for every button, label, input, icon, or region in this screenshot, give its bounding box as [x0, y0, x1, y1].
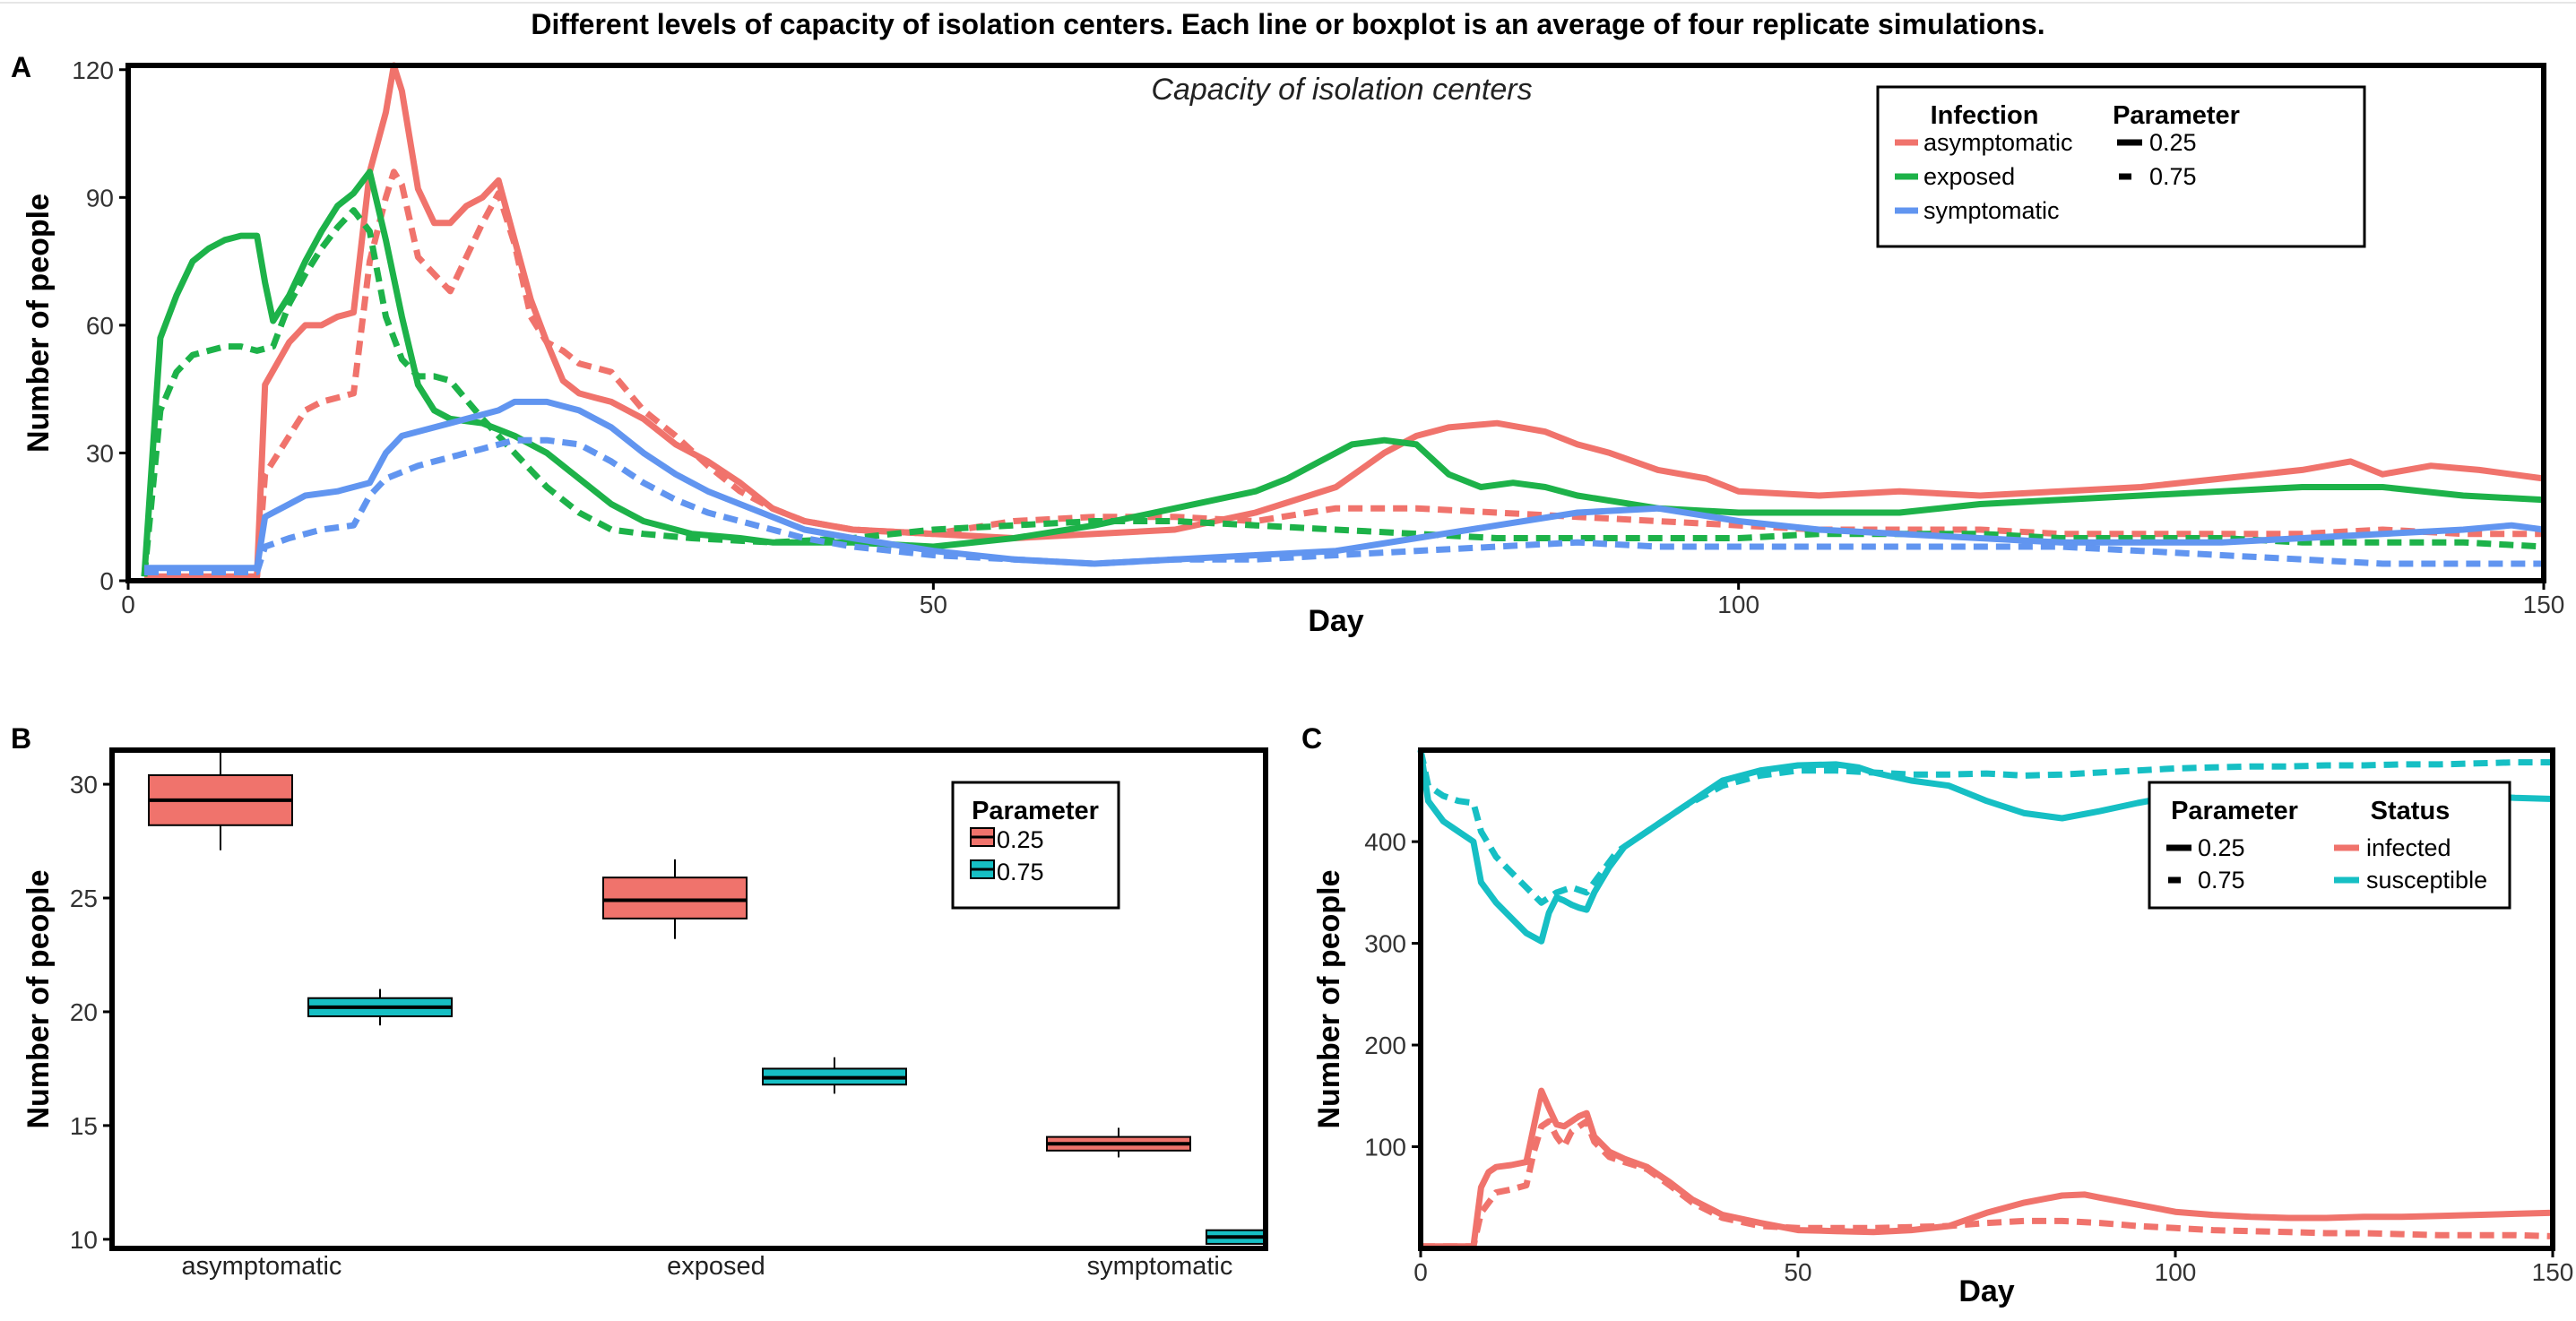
- series-line-symptomatic-075: [144, 436, 2544, 575]
- x-tick-label: 50: [1784, 1258, 1811, 1286]
- legend-label-parameter: 0.75: [2198, 867, 2245, 894]
- plot-frame: [1418, 747, 2555, 1251]
- x-tick-label: 150: [2532, 1258, 2574, 1286]
- legend-label-parameter: 0.25: [2198, 834, 2245, 861]
- y-tick-label: 300: [1364, 930, 1406, 958]
- legend-title-infection: Infection: [1931, 101, 2039, 130]
- panel-label-a: A: [11, 51, 31, 83]
- x-tick-label: symptomatic: [1087, 1252, 1233, 1281]
- legend-box: [1876, 85, 2366, 248]
- legend-label-asymptomatic: asymptomatic: [1923, 129, 2073, 156]
- legend-label-parameter: 0.75: [997, 859, 1044, 885]
- panel-a: 0 50 100 150 0 30 60 90 120 Day Number of people Ca…: [22, 56, 2564, 638]
- y-tick-label: 10: [70, 1226, 98, 1254]
- y-axis-label: Number of people: [1312, 869, 1346, 1128]
- legend-label-parameter: 0.25: [2149, 129, 2197, 156]
- legend-label-parameter: 0.75: [2149, 163, 2197, 190]
- box-exposed-025: [602, 876, 748, 920]
- panel-label-c: C: [1301, 722, 1322, 755]
- legend-title-parameter: Parameter: [2171, 797, 2298, 825]
- y-axis-label: Number of people: [22, 869, 56, 1128]
- y-tick-label: 100: [1364, 1134, 1406, 1161]
- y-tick-label: 200: [1364, 1032, 1406, 1059]
- y-tick-label: 0: [99, 567, 114, 595]
- legend-title-status: Status: [2371, 797, 2451, 825]
- x-tick-label: 0: [1413, 1258, 1428, 1286]
- y-tick-label: 400: [1364, 828, 1406, 856]
- y-tick-label: 20: [70, 998, 98, 1026]
- series-line-susceptible-075: [1417, 749, 2553, 906]
- series-line-infected-025: [1421, 1087, 2554, 1250]
- x-tick-label: 50: [920, 591, 947, 618]
- legend-label-infected: infected: [2366, 834, 2451, 861]
- series-line-symptomatic-025: [144, 398, 2545, 572]
- legend-label-symptomatic: symptomatic: [1923, 197, 2060, 224]
- panel-c: 0 50 100 150 100 200 300 400 Day Number of people…: [1312, 747, 2574, 1308]
- legend-title-parameter: Parameter: [972, 797, 1099, 825]
- chart-title: Capacity of isolation centers: [1151, 73, 1532, 107]
- y-tick-label: 30: [86, 439, 114, 467]
- x-tick-label: 100: [2155, 1258, 2197, 1286]
- x-tick-label: 0: [121, 591, 135, 618]
- figure-title: Different levels of capacity of isolatio…: [531, 8, 2044, 40]
- legend-title-parameter: Parameter: [2113, 101, 2240, 130]
- y-tick-label: 90: [86, 184, 114, 212]
- x-tick-label: 150: [2523, 591, 2565, 618]
- x-tick-label: 100: [1717, 591, 1759, 618]
- legend-label-exposed: exposed: [1923, 163, 2015, 190]
- series-line-infected-075: [1421, 1118, 2554, 1250]
- legend-box: [2148, 781, 2511, 910]
- plot-frame: [125, 63, 2546, 583]
- x-tick-label: asymptomatic: [182, 1252, 342, 1281]
- y-axis-label: Number of people: [22, 194, 56, 453]
- panel-b: 10 15 20 25 30 asymptomatic exposed symptomatic…: [22, 747, 1268, 1281]
- plot-frame: [109, 747, 1268, 1251]
- y-tick-label: 15: [70, 1112, 98, 1140]
- legend-label-susceptible: susceptible: [2366, 867, 2487, 894]
- panel-label-b: B: [11, 722, 31, 755]
- legend-label-parameter: 0.25: [997, 826, 1044, 853]
- y-tick-label: 120: [72, 56, 114, 84]
- y-tick-label: 60: [86, 312, 114, 340]
- series-line-asymptomatic-025: [144, 62, 2545, 580]
- x-tick-label: exposed: [667, 1252, 765, 1281]
- y-tick-label: 25: [70, 885, 98, 912]
- y-tick-label: 30: [70, 771, 98, 799]
- boxplot-area: [148, 750, 1266, 1245]
- x-axis-label: Day: [1308, 604, 1363, 638]
- x-axis-label: Day: [1958, 1274, 2014, 1308]
